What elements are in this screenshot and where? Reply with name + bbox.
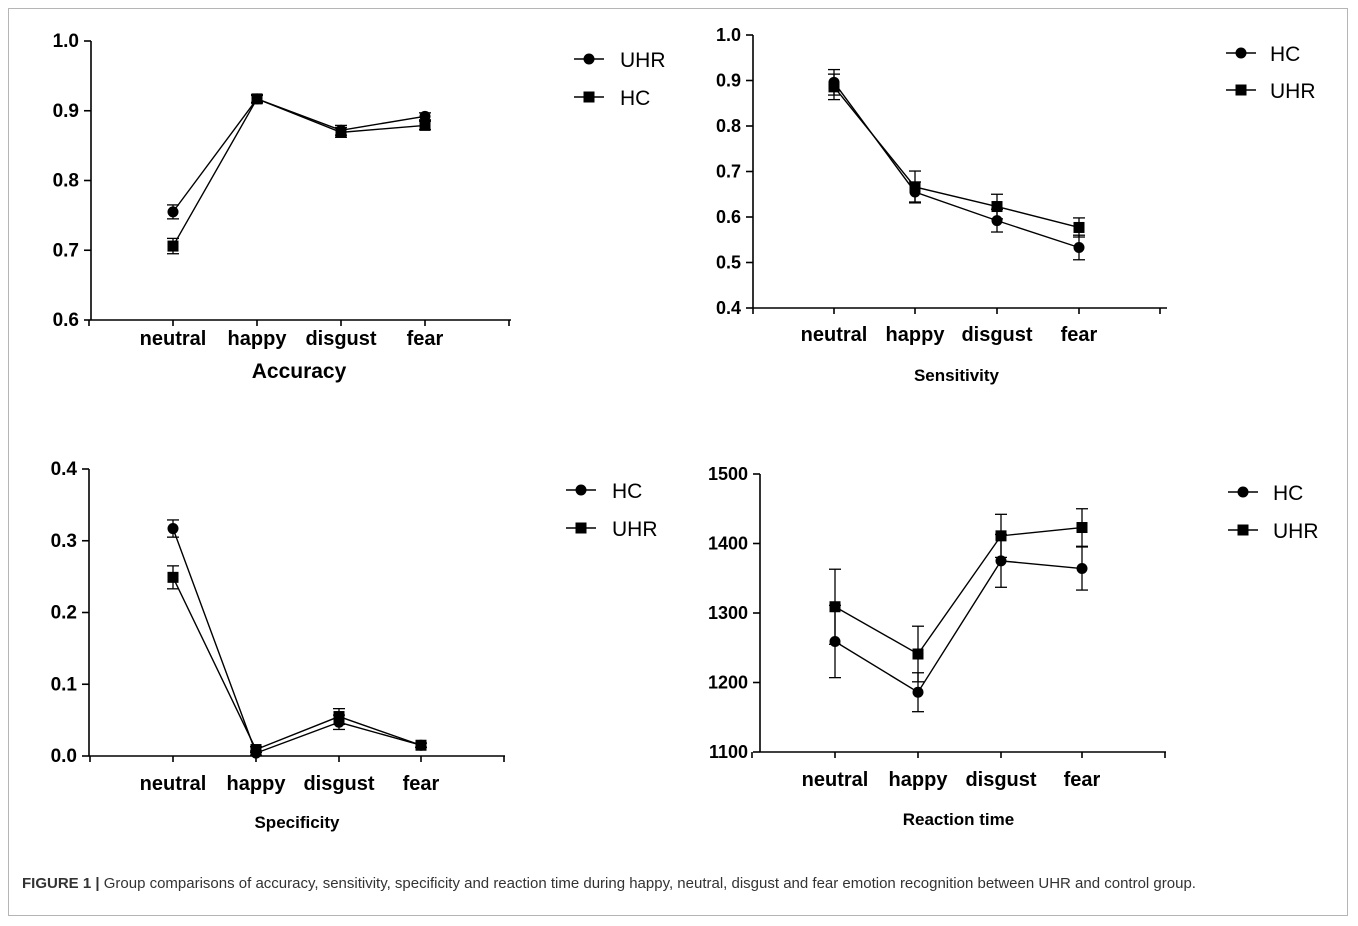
legend-label: HC [612, 480, 642, 503]
legend-circle-icon [1235, 47, 1247, 59]
figure-frame [8, 8, 1348, 916]
y-tick-label: 1.0 [53, 31, 79, 52]
data-point-uhr [829, 601, 841, 613]
y-tick-label: 0.9 [716, 71, 741, 91]
x-axis-title: Reaction time [903, 810, 1014, 829]
data-point-hc [991, 215, 1003, 227]
y-tick-label: 1100 [709, 742, 748, 762]
series-line-hc [172, 528, 422, 755]
y-tick-label: 0.6 [716, 207, 741, 227]
data-point-uhr [1076, 522, 1088, 534]
x-tick-label: fear [407, 328, 444, 350]
series-line-uhr [833, 86, 1080, 229]
y-tick-label: 0.3 [51, 531, 77, 552]
series-line-uhr [172, 577, 422, 751]
x-tick-label: neutral [802, 769, 869, 791]
data-point-uhr [167, 206, 179, 218]
legend-circle-icon [1237, 486, 1249, 498]
legend-label: HC [620, 87, 650, 110]
x-tick-label: happy [227, 773, 287, 795]
data-point-uhr [909, 181, 921, 193]
legend-label: UHR [620, 49, 666, 72]
x-tick-label: disgust [965, 769, 1036, 791]
data-point-hc [912, 686, 924, 698]
legend-square-icon [1235, 84, 1247, 96]
legend-circle-icon [583, 53, 595, 65]
legend-label: HC [1273, 482, 1303, 505]
y-tick-label: 0.8 [53, 171, 79, 192]
y-tick-label: 1400 [708, 534, 748, 554]
series-line-hc [834, 560, 1083, 694]
data-point-hc [1073, 241, 1085, 253]
data-point-uhr [419, 110, 431, 122]
y-tick-label: 0.7 [53, 240, 79, 261]
y-tick-label: 0.7 [716, 162, 741, 182]
data-point-uhr [828, 81, 840, 93]
x-tick-label: disgust [305, 328, 376, 350]
legend-label: HC [1270, 43, 1300, 66]
data-point-hc [167, 240, 179, 252]
data-point-hc [1076, 563, 1088, 575]
data-point-uhr [415, 739, 427, 751]
legend-square-icon [575, 522, 587, 534]
y-tick-label: 0.6 [53, 310, 79, 331]
caption-text: Group comparisons of accuracy, sensitivi… [103, 875, 1196, 892]
y-tick-label: 0.0 [51, 746, 77, 767]
data-point-uhr [995, 530, 1007, 542]
x-tick-label: fear [403, 773, 440, 795]
y-tick-label: 0.4 [51, 459, 78, 480]
data-point-uhr [1073, 221, 1085, 233]
x-tick-label: happy [889, 769, 949, 791]
series-line-hc [172, 98, 426, 247]
data-point-uhr [991, 201, 1003, 213]
legend-square-icon [583, 91, 595, 103]
data-point-hc [251, 93, 263, 105]
y-tick-label: 0.4 [716, 298, 741, 318]
data-point-uhr [167, 571, 179, 583]
x-tick-label: happy [228, 328, 288, 350]
y-tick-label: 0.9 [53, 101, 79, 122]
x-axis-title: Sensitivity [914, 366, 1000, 385]
x-axis-title: Specificity [254, 813, 340, 832]
legend-label: UHR [612, 518, 658, 541]
legend-square-icon [1237, 524, 1249, 536]
x-tick-label: neutral [801, 324, 868, 346]
legend-label: UHR [1270, 80, 1316, 103]
caption-label: FIGURE 1 | [22, 875, 100, 892]
x-tick-label: fear [1064, 769, 1101, 791]
x-tick-label: disgust [303, 773, 374, 795]
series-line-uhr [834, 526, 1083, 655]
x-tick-label: neutral [140, 328, 207, 350]
legend-label: UHR [1273, 520, 1319, 543]
series-line-uhr [172, 98, 426, 213]
y-tick-label: 1300 [708, 603, 748, 623]
legend-circle-icon [575, 484, 587, 496]
x-tick-label: disgust [961, 324, 1032, 346]
y-tick-label: 0.8 [716, 116, 741, 136]
figure-caption: FIGURE 1 | Group comparisons of accuracy… [22, 873, 1338, 894]
y-tick-label: 1200 [708, 673, 748, 693]
data-point-uhr [250, 744, 262, 756]
y-tick-label: 0.5 [716, 253, 741, 273]
data-point-hc [419, 119, 431, 131]
y-tick-label: 0.1 [51, 674, 78, 695]
data-point-hc [335, 126, 347, 138]
data-point-hc [167, 523, 179, 535]
y-tick-label: 0.2 [51, 603, 77, 624]
data-point-hc [995, 555, 1007, 567]
x-axis-title: Accuracy [252, 360, 347, 383]
data-point-uhr [333, 711, 345, 723]
y-tick-label: 1.0 [716, 25, 741, 45]
y-tick-label: 1500 [708, 464, 748, 484]
x-tick-label: fear [1061, 324, 1098, 346]
x-tick-label: neutral [140, 773, 207, 795]
x-tick-label: happy [886, 324, 946, 346]
data-point-uhr [912, 648, 924, 660]
